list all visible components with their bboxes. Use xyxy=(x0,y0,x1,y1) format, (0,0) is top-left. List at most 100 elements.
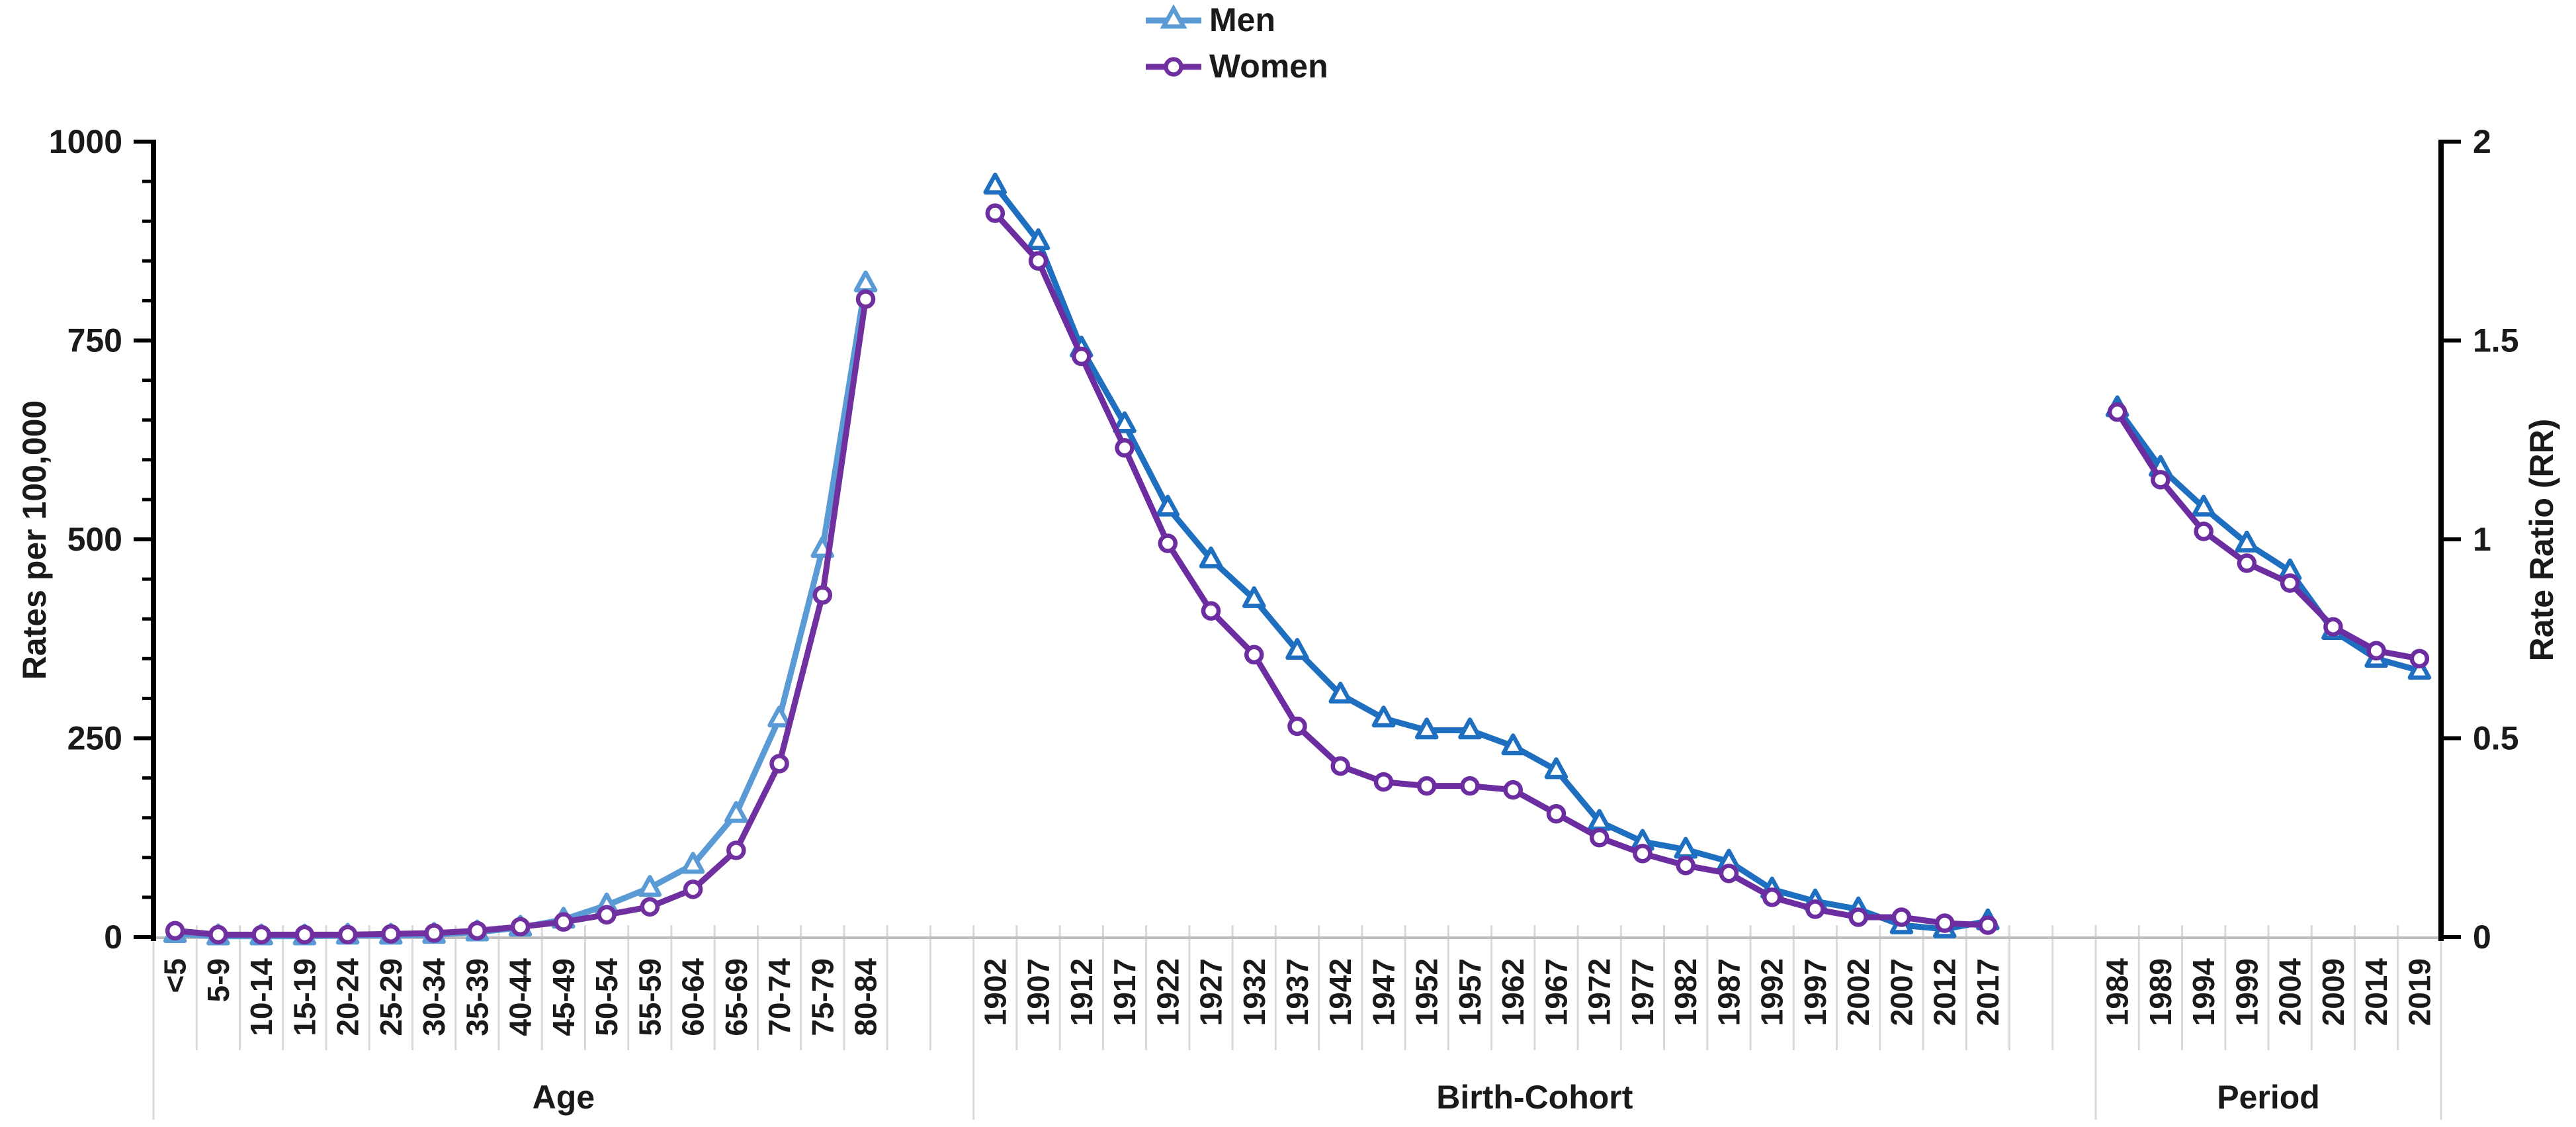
category-label-group: <5 xyxy=(158,958,193,993)
marker-men xyxy=(983,172,1008,195)
category-label-group: 1927 xyxy=(1194,958,1228,1026)
category-label: 1992 xyxy=(1755,958,1789,1026)
marker-men xyxy=(1544,757,1568,780)
marker-men xyxy=(1242,586,1266,608)
marker-women xyxy=(1158,533,1178,553)
category-label-group: 2002 xyxy=(1841,958,1875,1026)
category-label-group: 40-44 xyxy=(503,958,538,1036)
category-label: 2019 xyxy=(2402,958,2436,1026)
category-label: 10-14 xyxy=(244,958,279,1036)
marker-women xyxy=(985,203,1006,223)
category-label-group: 1902 xyxy=(978,958,1012,1026)
legend-label-men: Men xyxy=(1209,1,1275,38)
category-label: 75-79 xyxy=(805,958,839,1036)
marker-women xyxy=(1244,645,1264,665)
category-label-group: 10-14 xyxy=(244,958,279,1036)
category-label-group: 1937 xyxy=(1280,958,1314,1026)
marker-women xyxy=(812,585,833,605)
category-label-group: 1982 xyxy=(1668,958,1703,1026)
marker-women xyxy=(2194,521,2213,541)
marker-men xyxy=(681,852,705,874)
marker-women xyxy=(1805,899,1825,919)
category-label: 1932 xyxy=(1237,958,1271,1026)
category-label: 45-49 xyxy=(546,958,581,1036)
category-label: 1977 xyxy=(1625,958,1660,1026)
category-label-group: 1992 xyxy=(1755,958,1789,1026)
category-label: 2004 xyxy=(2273,958,2307,1026)
marker-women xyxy=(1676,856,1696,876)
marker-women xyxy=(2409,649,2430,669)
series-line-men xyxy=(992,182,1991,932)
category-label: 1989 xyxy=(2143,958,2178,1026)
category-label-group: 15-19 xyxy=(287,958,322,1036)
marker-women xyxy=(1287,716,1307,737)
category-label-group: 1997 xyxy=(1798,958,1832,1026)
category-label-group: 2007 xyxy=(1884,958,1918,1026)
marker-men xyxy=(1199,546,1223,568)
marker-women xyxy=(337,924,358,945)
marker-men xyxy=(1026,228,1051,250)
marker-women xyxy=(381,924,401,944)
category-label: 1952 xyxy=(1410,958,1444,1026)
category-label-group: 1977 xyxy=(1625,958,1660,1026)
category-label-group: 1917 xyxy=(1107,958,1142,1026)
marker-men xyxy=(767,705,791,728)
legend-item-women: Women xyxy=(1143,48,1328,85)
marker-men xyxy=(1113,411,1137,433)
category-label: 70-74 xyxy=(762,958,796,1036)
right-axis-title: Rate Ratio (RR) xyxy=(2523,418,2560,662)
marker-women xyxy=(2323,617,2343,637)
left-axis-tick-label: 1000 xyxy=(49,123,122,160)
marker-women xyxy=(1719,864,1739,883)
marker-women xyxy=(510,917,531,937)
marker-men xyxy=(1458,717,1482,740)
marker-women xyxy=(769,754,789,774)
marker-men xyxy=(724,801,748,823)
marker-men xyxy=(1501,733,1525,756)
group-label: Period xyxy=(2217,1079,2320,1116)
category-label-group: 1984 xyxy=(2100,958,2135,1026)
marker-women xyxy=(1072,346,1092,367)
category-label-group: 65-69 xyxy=(719,958,753,1036)
category-label: 50-54 xyxy=(589,958,624,1036)
series-line-women xyxy=(2114,409,2423,662)
category-label: 1982 xyxy=(1668,958,1703,1026)
marker-women xyxy=(1416,776,1437,796)
marker-women xyxy=(294,924,315,945)
category-label: 2017 xyxy=(1971,958,2005,1026)
women-series-marker-icon xyxy=(1146,57,1201,77)
category-label-group: 1957 xyxy=(1453,958,1487,1026)
right-axis-tick-label: 0.5 xyxy=(2473,720,2519,757)
left-axis-tick-label: 250 xyxy=(67,720,122,757)
category-label: 60-64 xyxy=(676,958,710,1036)
category-label-group: 1972 xyxy=(1582,958,1617,1026)
category-label-group: 1994 xyxy=(2186,958,2221,1026)
category-label: 80-84 xyxy=(849,958,883,1036)
marker-men xyxy=(2235,530,2259,553)
category-label-group: 1932 xyxy=(1237,958,1271,1026)
category-label: 1984 xyxy=(2100,958,2135,1026)
marker-women xyxy=(1762,887,1782,907)
category-label: 1942 xyxy=(1323,958,1357,1026)
marker-women xyxy=(1546,803,1567,824)
marker-men xyxy=(1285,638,1309,660)
marker-men xyxy=(1328,682,1352,704)
marker-women xyxy=(165,921,185,941)
category-label: 1957 xyxy=(1453,958,1487,1026)
category-label-group: 1989 xyxy=(2143,958,2178,1026)
category-label: 1937 xyxy=(1280,958,1314,1026)
category-label-group: 1907 xyxy=(1021,958,1056,1026)
category-label-group: 80-84 xyxy=(849,958,883,1036)
category-label: <5 xyxy=(158,958,193,993)
marker-women xyxy=(2237,553,2257,573)
category-label: 1962 xyxy=(1496,958,1530,1026)
marker-men xyxy=(2407,658,2432,680)
category-label: 30-34 xyxy=(417,958,451,1036)
left-axis-title: Rates per 100,000 xyxy=(16,400,53,680)
series-line-men xyxy=(172,280,869,940)
marker-men xyxy=(1156,494,1180,517)
marker-women xyxy=(208,924,228,945)
category-label: 1917 xyxy=(1107,958,1142,1026)
group-label: Birth-Cohort xyxy=(1436,1079,1633,1116)
